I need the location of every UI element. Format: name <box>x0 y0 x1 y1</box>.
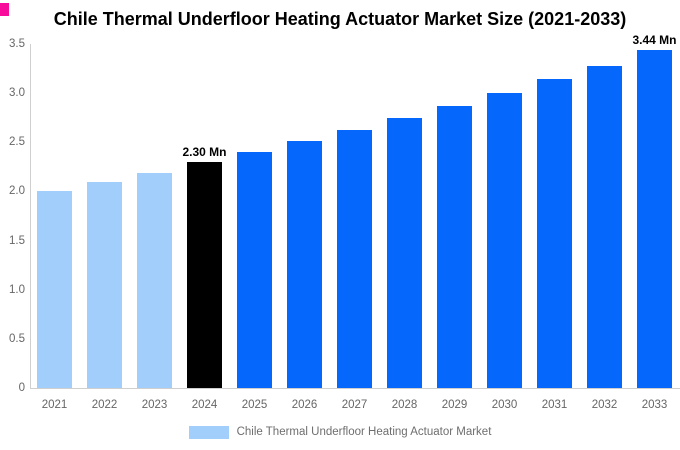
y-axis-tick-label: 3.0 <box>9 87 25 100</box>
bar-2021[interactable] <box>37 191 72 388</box>
bar-2032[interactable] <box>587 66 622 388</box>
x-axis-tick-2026: 2026 <box>291 399 318 411</box>
x-axis-tick-2030: 2030 <box>491 399 518 411</box>
bar-2024[interactable] <box>187 162 222 388</box>
bar-2030[interactable] <box>487 93 522 388</box>
brand-corner-mark <box>0 3 9 16</box>
x-axis-tick-2024: 2024 <box>191 399 218 411</box>
data-label-2033: 3.44 Mn <box>632 33 677 47</box>
bar-2025[interactable] <box>237 152 272 388</box>
x-axis-line <box>30 388 680 389</box>
legend-item[interactable]: Chile Thermal Underfloor Heating Actuato… <box>0 425 680 440</box>
x-axis-tick-2023: 2023 <box>141 399 168 411</box>
y-axis-tick-label: 2.5 <box>9 136 25 149</box>
y-axis-line <box>30 44 31 388</box>
y-axis-tick-label: 1.5 <box>9 234 25 247</box>
x-axis-tick-2022: 2022 <box>91 399 118 411</box>
x-axis-tick-2027: 2027 <box>341 399 368 411</box>
bar-2033[interactable] <box>637 50 672 388</box>
x-axis-tick-2029: 2029 <box>441 399 468 411</box>
bar-2027[interactable] <box>337 130 372 388</box>
x-axis-tick-2025: 2025 <box>241 399 268 411</box>
bar-2029[interactable] <box>437 106 472 388</box>
chart-title: Chile Thermal Underfloor Heating Actuato… <box>53 9 627 29</box>
y-axis-tick-label: 0 <box>18 382 25 394</box>
y-axis-tick-label: 1.0 <box>9 283 25 296</box>
bar-2028[interactable] <box>387 118 422 388</box>
x-axis-tick-2031: 2031 <box>541 399 568 411</box>
data-label-2024: 2.30 Mn <box>182 145 227 159</box>
x-axis-tick-2028: 2028 <box>391 399 418 411</box>
y-axis-tick-label: 3.5 <box>9 37 25 50</box>
x-axis-tick-2032: 2032 <box>591 399 618 411</box>
y-axis-tick-label: 0.5 <box>9 332 25 345</box>
bar-2031[interactable] <box>537 79 572 388</box>
bar-2023[interactable] <box>137 173 172 388</box>
legend-label: Chile Thermal Underfloor Heating Actuato… <box>236 426 492 438</box>
bar-2026[interactable] <box>287 141 322 388</box>
legend-swatch <box>188 426 229 439</box>
x-axis-tick-2021: 2021 <box>41 399 68 411</box>
x-axis-tick-2033: 2033 <box>641 399 668 411</box>
bar-2022[interactable] <box>87 182 122 388</box>
y-axis-tick-label: 2.0 <box>9 185 25 198</box>
